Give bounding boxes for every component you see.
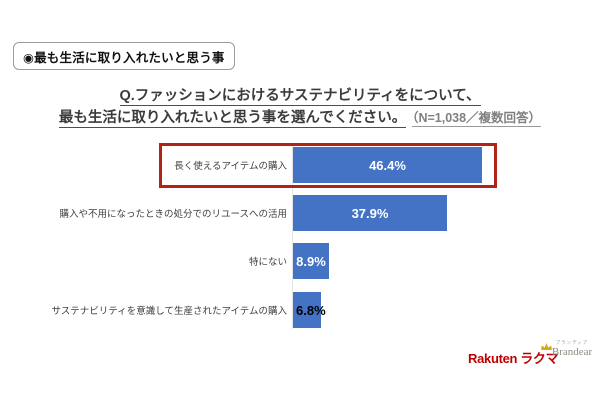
category-label: 購入や不用になったときの処分でのリユースへの活用 [59,209,287,220]
rakuten-wordmark: Rakuten [468,351,518,366]
section-badge-label: ◉最も生活に取り入れたいと思う事 [23,50,225,65]
chart-row: サステナビリティを意識して生産されたアイテムの購入 6.8% [0,292,600,328]
value-label: 8.9% [296,253,326,269]
bar: 37.9% [293,195,447,231]
sample-size-note: （N=1,038／複数回答） [412,111,542,127]
bar: 8.9% [293,243,329,279]
category-label: 長く使えるアイテムの購入 [174,161,287,172]
chart-title-line1: Q.ファッションにおけるサステナビリティをについて、 [119,88,481,106]
value-label: 6.8% [296,302,326,318]
crown-icon [540,338,553,356]
rakuten-rakuma-logo: Rakuten ラクマ [468,348,559,366]
section-badge: ◉最も生活に取り入れたいと思う事 [13,42,235,70]
brandear-wordmark: Brandear [551,346,593,358]
value-label: 46.4% [369,157,406,173]
brandear-katakana: ブランディア [555,340,589,345]
chart-row: 長く使えるアイテムの購入 46.4% [0,147,600,183]
bar: 6.8% [293,292,326,328]
value-label: 37.9% [351,205,389,221]
category-label: サステナビリティを意識して生産されたアイテムの購入 [51,306,287,317]
bar: 46.4% [293,147,482,183]
chart-row: 特にない 8.9% [0,243,600,279]
chart-row: 購入や不用になったときの処分でのリユースへの活用 37.9% [0,195,600,231]
category-label: 特にない [248,257,287,268]
category-axis-line [292,145,293,329]
chart-title-line2: 最も生活に取り入れたいと思う事を選んでください。 （N=1,038／複数回答） [58,110,542,128]
rakuma-wordmark: ラクマ [520,351,559,366]
chart-title: Q.ファッションにおけるサステナビリティをについて、 最も生活に取り入れたいと思… [0,85,600,129]
brandear-logo: ブランディア Brandear [541,340,598,358]
